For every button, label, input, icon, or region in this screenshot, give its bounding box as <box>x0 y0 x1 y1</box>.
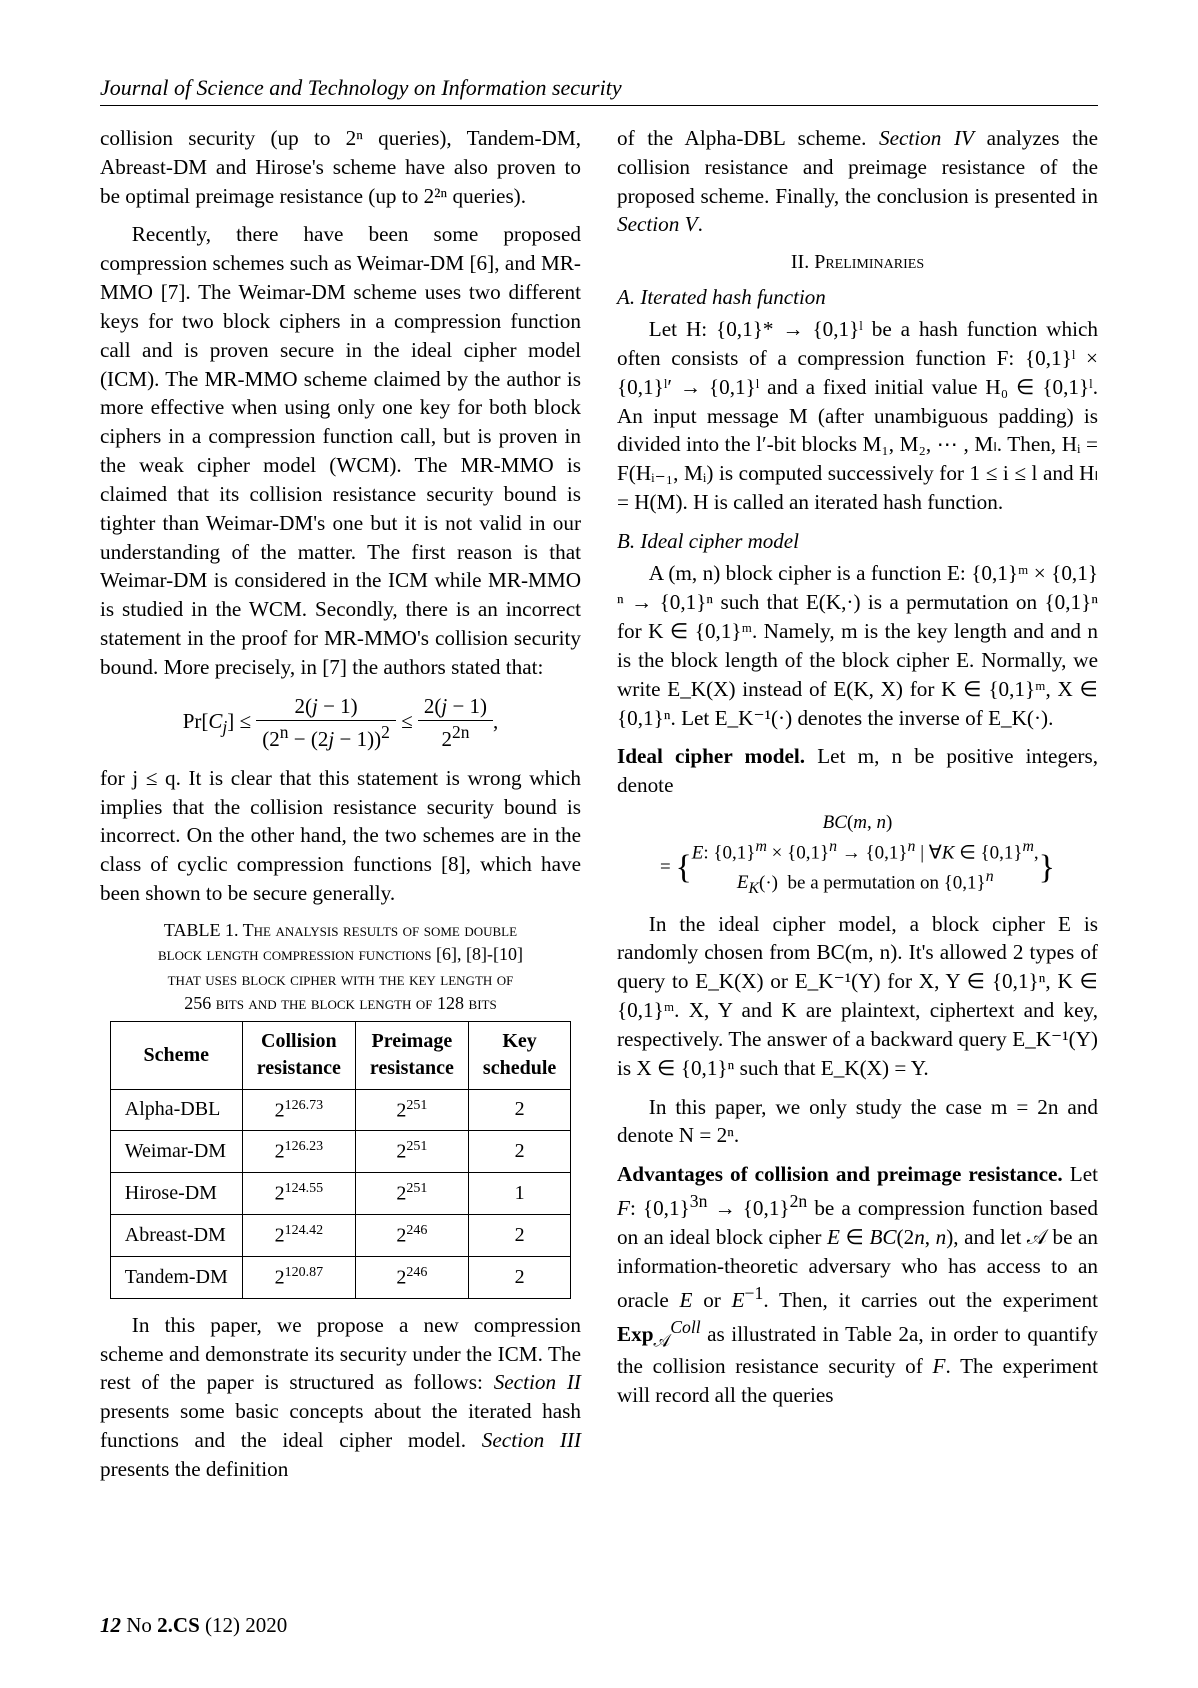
table1: Scheme Collisionresistance Preimageresis… <box>110 1021 572 1299</box>
cell: 2 <box>468 1256 570 1298</box>
right-pB1: A (m, n) block cipher is a function E: {… <box>617 559 1098 732</box>
th-key: Keyschedule <box>468 1022 570 1089</box>
left-p4: In this paper, we propose a new compress… <box>100 1311 581 1484</box>
subheading-b: B. Ideal cipher model <box>617 527 1098 556</box>
right-pB5: Advantages of collision and preimage res… <box>617 1160 1098 1409</box>
journal-title: Journal of Science and Technology on Inf… <box>100 75 1098 106</box>
tc-l2: block length compression functions [6], … <box>158 944 523 964</box>
page-footer: 12 No 2.CS (12) 2020 <box>100 1613 287 1638</box>
cell: 2 <box>468 1089 570 1131</box>
table-row: Weimar-DM 2126.23 2251 2 <box>110 1131 571 1173</box>
equation-prcj: Pr[Cj] ≤ 2(j − 1) (2n − (2j − 1))2 ≤ 2(j… <box>100 692 581 754</box>
table-row: Tandem-DM 2120.87 2246 2 <box>110 1256 571 1298</box>
right-column: of the Alpha-DBL scheme. Section IV anal… <box>617 124 1098 1494</box>
subheading-a: A. Iterated hash function <box>617 283 1098 312</box>
table-row: Alpha-DBL 2126.73 2251 2 <box>110 1089 571 1131</box>
tc-l3: that uses block cipher with the key leng… <box>168 969 514 989</box>
right-pB2: Ideal cipher model. Let m, n be positive… <box>617 742 1098 800</box>
cell: 2120.87 <box>242 1256 355 1298</box>
table-row: Hirose-DM 2124.55 2251 1 <box>110 1173 571 1215</box>
tc-l1: TABLE 1. The analysis results of some do… <box>164 920 517 940</box>
left-p2: Recently, there have been some proposed … <box>100 220 581 681</box>
cell: 2251 <box>355 1089 468 1131</box>
cell: Abreast-DM <box>110 1215 242 1257</box>
cell: 2 <box>468 1131 570 1173</box>
left-p1: collision security (up to 2ⁿ queries), T… <box>100 124 581 210</box>
two-column-layout: collision security (up to 2ⁿ queries), T… <box>100 124 1098 1494</box>
cell: Weimar-DM <box>110 1131 242 1173</box>
cell: 2 <box>468 1215 570 1257</box>
cell: Tandem-DM <box>110 1256 242 1298</box>
table1-caption: TABLE 1. The analysis results of some do… <box>100 918 581 1015</box>
right-p1: of the Alpha-DBL scheme. Section IV anal… <box>617 124 1098 239</box>
left-column: collision security (up to 2ⁿ queries), T… <box>100 124 581 1494</box>
right-pB4: In this paper, we only study the case m … <box>617 1093 1098 1151</box>
issue-info: No 2.CS (12) 2020 <box>121 1613 287 1637</box>
cell: 2246 <box>355 1256 468 1298</box>
cell: 2251 <box>355 1173 468 1215</box>
cell: 2251 <box>355 1131 468 1173</box>
th-collision: Collisionresistance <box>242 1022 355 1089</box>
right-pA1: Let H: {0,1}* → {0,1}ˡ be a hash functio… <box>617 315 1098 517</box>
cell: Hirose-DM <box>110 1173 242 1215</box>
th-preimage: Preimageresistance <box>355 1022 468 1089</box>
tc-l4: 256 bits and the block length of 128 bit… <box>184 993 496 1013</box>
cell: 2126.23 <box>242 1131 355 1173</box>
th-scheme: Scheme <box>110 1022 242 1089</box>
table-row: Abreast-DM 2124.42 2246 2 <box>110 1215 571 1257</box>
cell: 2246 <box>355 1215 468 1257</box>
cell: Alpha-DBL <box>110 1089 242 1131</box>
page-number: 12 <box>100 1613 121 1637</box>
table-header-row: Scheme Collisionresistance Preimageresis… <box>110 1022 571 1089</box>
equation-bc: BC(m, n) = { E: {0,1}m × {0,1}n → {0,1}n… <box>617 810 1098 900</box>
right-pB3: In the ideal cipher model, a block ciphe… <box>617 910 1098 1083</box>
cell: 1 <box>468 1173 570 1215</box>
cell: 2124.55 <box>242 1173 355 1215</box>
cell: 2126.73 <box>242 1089 355 1131</box>
cell: 2124.42 <box>242 1215 355 1257</box>
left-p3: for j ≤ q. It is clear that this stateme… <box>100 764 581 908</box>
section-ii-heading: II. Preliminaries <box>617 249 1098 276</box>
